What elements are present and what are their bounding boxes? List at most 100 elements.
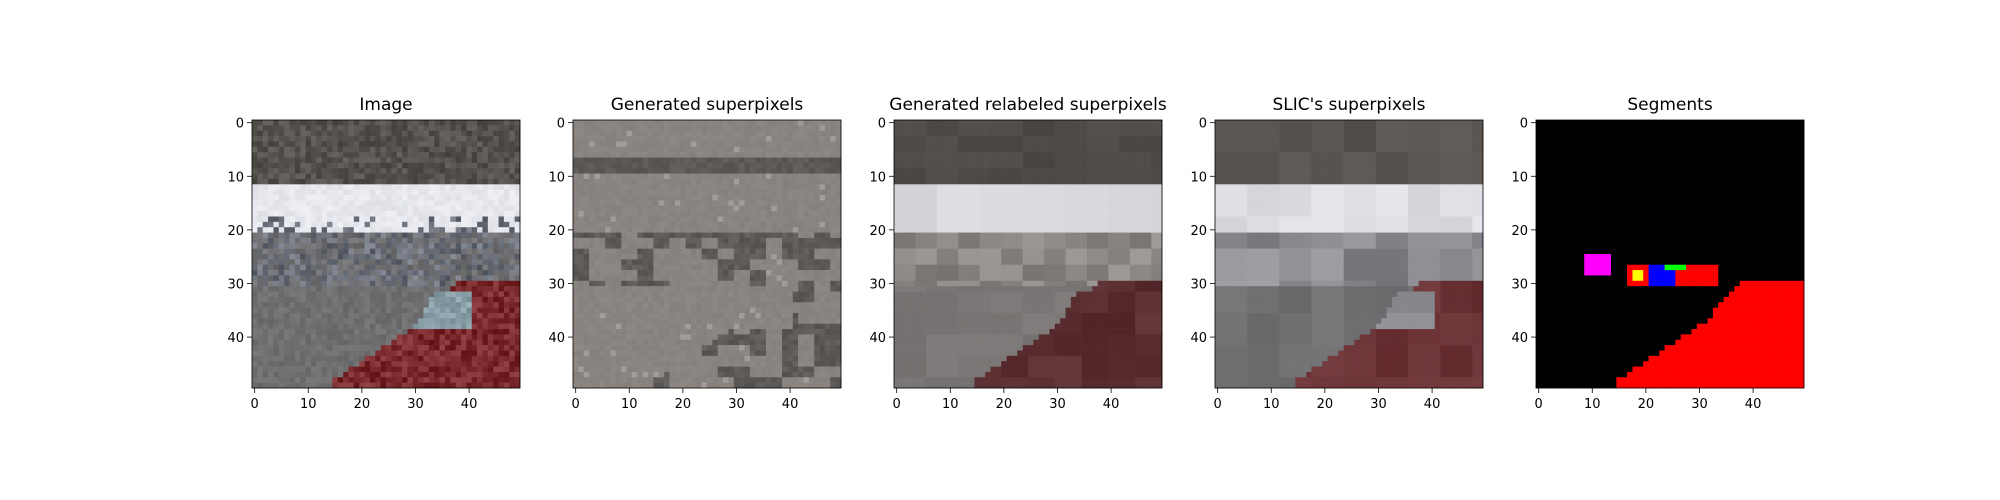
pixel	[493, 189, 499, 196]
pixel	[316, 307, 322, 314]
pixel	[712, 371, 719, 378]
pixel	[402, 366, 408, 373]
pixel	[717, 361, 724, 367]
pixel	[610, 302, 617, 308]
pixel	[739, 200, 745, 207]
pixel	[332, 280, 339, 287]
pixel	[626, 184, 633, 190]
pixel	[284, 227, 290, 233]
pixel	[418, 221, 424, 228]
pixel	[621, 291, 627, 298]
pixel	[621, 264, 627, 271]
pixel	[583, 259, 590, 266]
pixel	[487, 216, 494, 223]
pixel	[444, 184, 451, 190]
pixel	[450, 211, 456, 217]
pixel	[396, 302, 403, 308]
pixel	[669, 254, 676, 260]
pixel	[739, 120, 745, 126]
pixel	[332, 152, 339, 158]
pixel	[669, 361, 676, 367]
pixel	[814, 275, 820, 282]
pixel	[482, 248, 489, 255]
pixel	[578, 227, 585, 233]
pixel	[674, 125, 681, 132]
pixel	[262, 248, 269, 255]
pixel	[760, 120, 767, 126]
pixel	[353, 200, 360, 207]
pixel	[359, 136, 365, 142]
pixel	[482, 178, 489, 185]
pixel	[455, 307, 462, 314]
pixel	[343, 334, 349, 341]
pixel	[573, 232, 579, 239]
pixel	[412, 259, 419, 266]
pixel	[819, 141, 826, 148]
pixel	[782, 227, 788, 233]
pixel	[830, 270, 836, 276]
pixel	[776, 168, 783, 174]
pixel	[359, 296, 365, 303]
pixel	[273, 141, 280, 148]
pixel	[294, 334, 301, 341]
pixel	[824, 168, 831, 174]
pixel	[803, 211, 810, 217]
pixel	[835, 211, 842, 217]
pixel	[690, 200, 697, 207]
pixel	[707, 264, 713, 271]
pixel	[771, 312, 777, 319]
pixel	[589, 157, 595, 164]
pixel	[573, 146, 579, 153]
pixel	[621, 157, 627, 164]
pixel	[423, 312, 430, 319]
pixel	[396, 307, 403, 314]
pixel	[434, 350, 440, 357]
pixel	[771, 136, 777, 142]
pixel	[749, 361, 756, 367]
pixel	[835, 355, 842, 362]
pixel	[605, 237, 611, 244]
pixel	[300, 136, 306, 142]
pixel	[771, 120, 777, 126]
pixel	[621, 232, 627, 239]
pixel	[284, 205, 290, 212]
pixel	[642, 248, 649, 255]
pixel	[798, 318, 804, 324]
pixel	[503, 280, 510, 287]
pixel	[589, 371, 595, 378]
pixel	[573, 307, 579, 314]
pixel	[819, 243, 826, 249]
pixel	[776, 366, 783, 373]
pixel	[765, 312, 772, 319]
pixel	[294, 189, 301, 196]
pixel	[300, 377, 306, 383]
pixel	[589, 248, 595, 255]
pixel	[631, 168, 638, 174]
pixel	[712, 254, 719, 260]
pixel	[369, 345, 376, 351]
pixel	[353, 136, 360, 142]
pixel	[653, 211, 660, 217]
pixel	[375, 157, 381, 164]
pixel	[369, 259, 376, 266]
pixel	[477, 302, 483, 308]
pixel	[289, 345, 296, 351]
pixel	[664, 291, 670, 298]
pixel	[487, 178, 494, 185]
pixel	[664, 339, 670, 346]
pixel	[798, 270, 804, 276]
pixel	[583, 312, 590, 319]
pixel	[792, 291, 799, 298]
pixel	[364, 323, 371, 330]
pixel	[412, 178, 419, 185]
pixel	[648, 120, 654, 126]
pixel	[509, 141, 515, 148]
pixel	[477, 130, 483, 137]
pixel	[819, 125, 826, 132]
pixel	[386, 178, 392, 185]
pixel	[444, 291, 451, 298]
pixel	[776, 323, 783, 330]
pixel	[305, 125, 312, 132]
pixel	[599, 264, 606, 271]
pixel	[782, 275, 788, 282]
